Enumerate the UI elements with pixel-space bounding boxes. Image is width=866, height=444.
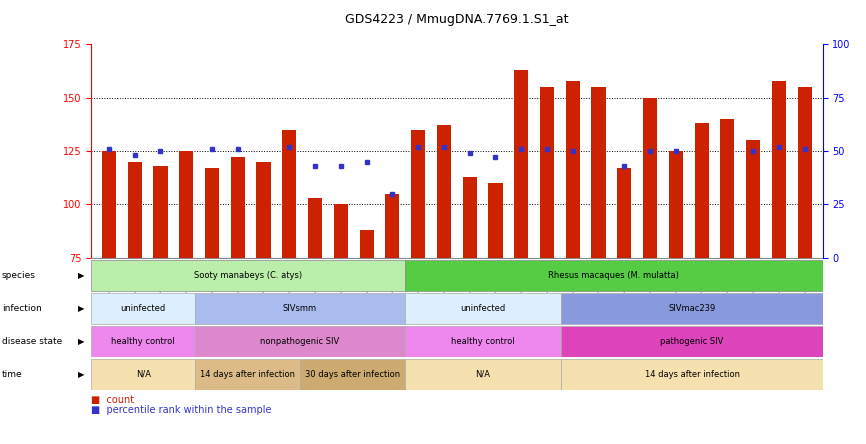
Text: disease state: disease state	[2, 337, 62, 346]
Bar	[256, 162, 271, 258]
Bar	[488, 183, 502, 258]
Text: healthy control: healthy control	[112, 337, 175, 346]
Bar	[436, 125, 451, 258]
Bar	[300, 359, 404, 390]
Bar	[561, 326, 823, 357]
Text: 14 days after infection: 14 days after infection	[644, 370, 740, 379]
Bar	[617, 168, 631, 258]
Text: healthy control: healthy control	[451, 337, 514, 346]
Text: 14 days after infection: 14 days after infection	[200, 370, 295, 379]
Bar	[669, 151, 683, 258]
Bar	[404, 359, 561, 390]
Bar	[540, 87, 554, 258]
Bar	[153, 166, 168, 258]
Text: ▶: ▶	[78, 304, 85, 313]
Bar	[359, 230, 374, 258]
Text: nonpathogenic SIV: nonpathogenic SIV	[261, 337, 339, 346]
Text: GDS4223 / MmugDNA.7769.1.S1_at: GDS4223 / MmugDNA.7769.1.S1_at	[345, 13, 569, 26]
Bar	[205, 168, 219, 258]
Bar	[772, 81, 786, 258]
Text: N/A: N/A	[136, 370, 151, 379]
Bar	[333, 204, 348, 258]
Text: Rhesus macaques (M. mulatta): Rhesus macaques (M. mulatta)	[548, 271, 679, 280]
Bar	[514, 70, 528, 258]
Text: uninfected: uninfected	[120, 304, 165, 313]
Text: 30 days after infection: 30 days after infection	[305, 370, 400, 379]
Bar	[591, 87, 605, 258]
Bar	[91, 293, 196, 324]
Bar	[561, 359, 823, 390]
Bar	[91, 326, 196, 357]
Bar	[462, 177, 477, 258]
Text: SIVmac239: SIVmac239	[669, 304, 715, 313]
Bar	[695, 123, 708, 258]
Text: species: species	[2, 271, 36, 280]
Bar	[91, 359, 196, 390]
Text: ▶: ▶	[78, 370, 85, 379]
Bar	[721, 119, 734, 258]
Text: time: time	[2, 370, 23, 379]
Bar	[798, 87, 811, 258]
Bar	[643, 98, 657, 258]
Bar	[102, 151, 116, 258]
Bar	[746, 140, 760, 258]
Text: SIVsmm: SIVsmm	[283, 304, 317, 313]
Bar	[385, 194, 399, 258]
Bar	[404, 293, 561, 324]
Text: Sooty manabeys (C. atys): Sooty manabeys (C. atys)	[194, 271, 301, 280]
Text: ■  count: ■ count	[91, 396, 134, 405]
Bar	[196, 359, 300, 390]
Bar	[196, 293, 404, 324]
Text: ■  percentile rank within the sample: ■ percentile rank within the sample	[91, 405, 271, 415]
Text: infection: infection	[2, 304, 42, 313]
Bar	[308, 198, 322, 258]
Text: ▶: ▶	[78, 271, 85, 280]
Bar	[91, 260, 404, 291]
Text: pathogenic SIV: pathogenic SIV	[661, 337, 724, 346]
Bar	[230, 157, 245, 258]
Bar	[411, 130, 425, 258]
Bar	[565, 81, 580, 258]
Bar	[127, 162, 142, 258]
Bar	[196, 326, 404, 357]
Bar	[561, 293, 823, 324]
Bar	[282, 130, 296, 258]
Text: ▶: ▶	[78, 337, 85, 346]
Bar	[404, 260, 823, 291]
Bar	[404, 326, 561, 357]
Bar	[179, 151, 193, 258]
Text: N/A: N/A	[475, 370, 490, 379]
Text: uninfected: uninfected	[461, 304, 506, 313]
